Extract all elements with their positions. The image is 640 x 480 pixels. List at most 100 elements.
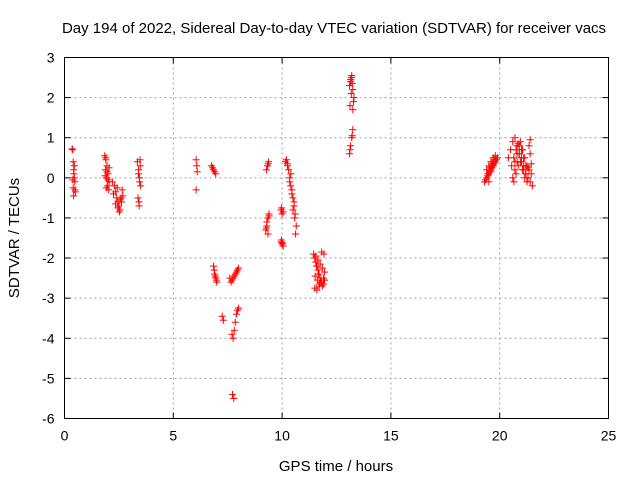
x-axis-label: GPS time / hours [279,458,393,475]
data-point [287,170,295,178]
data-point [313,286,321,294]
data-point [348,72,356,80]
data-point [135,198,143,206]
y-tick-label: 1 [47,130,55,146]
data-point [487,168,495,176]
data-point [212,170,220,178]
data-point [102,184,110,192]
data-point [118,186,126,194]
data-point [103,168,111,176]
data-point [527,160,535,168]
data-point [509,174,517,182]
data-point [519,166,527,174]
data-point [525,142,533,150]
data-point [228,330,236,338]
data-point [515,142,523,150]
data-point [218,312,226,320]
data-point [349,98,357,106]
data-point [523,178,531,186]
data-point [69,146,77,154]
data-point [490,156,498,164]
data-point [264,230,272,238]
data-point [286,178,294,186]
data-point [314,266,322,274]
data-point [68,145,76,153]
data-point [288,190,296,198]
data-point [235,304,243,312]
y-axis-label: SDTVAR / TECUs [6,178,23,298]
data-point [230,394,238,402]
data-point [349,86,357,94]
data-point [136,162,144,170]
y-tick-labels: -6 -5 -4 -3 -2 -1 0 1 2 3 [42,50,55,427]
data-point [114,204,122,212]
data-point [510,154,518,162]
data-point [289,194,297,202]
data-point [229,334,237,342]
x-tick-label: 20 [492,428,508,444]
y-tick-label: 0 [47,170,55,186]
data-point [514,162,522,170]
data-point [264,160,272,168]
data-point [210,262,218,270]
data-point [517,146,525,154]
data-point [211,272,219,280]
data-point [104,176,112,184]
data-point [491,152,499,160]
data-point [228,390,236,398]
data-point [528,182,536,190]
data-point [312,262,320,270]
data-point [70,170,78,178]
data-point [516,138,524,146]
data-point [134,194,142,202]
data-point [262,224,270,232]
x-tick-labels: 0 5 10 15 20 25 [61,428,617,444]
data-point [347,142,355,150]
data-point [513,150,521,158]
data-point [318,264,326,272]
data-point [136,156,144,164]
data-point [349,126,357,134]
data-point [347,76,355,84]
data-point [348,80,356,88]
data-point [524,164,532,172]
data-point [105,164,113,172]
data-point [521,174,529,182]
data-point [113,184,121,192]
data-point [319,274,327,282]
x-tick-label: 10 [274,428,290,444]
data-point [262,166,270,174]
data-point [108,178,116,186]
data-point [508,162,516,170]
data-point [526,136,534,144]
data-point [119,192,127,200]
data-point [192,156,200,164]
data-point [265,212,273,220]
data-point [193,162,201,170]
data-point [320,250,328,258]
plot-frame [64,57,609,419]
data-point [109,190,117,198]
data-point [235,264,243,272]
data-point [289,206,297,214]
data-point [279,239,287,247]
data-point [520,154,528,162]
data-point [312,252,320,260]
data-point [511,166,519,174]
data-point [315,270,323,278]
data-point [512,170,520,178]
data-point [292,230,300,238]
y-tick-label: -2 [42,250,55,266]
data-point [522,170,530,178]
y-tick-label: 2 [47,90,55,106]
grid-lines [64,57,609,419]
y-tick-label: -3 [42,290,55,306]
data-point [511,158,519,166]
data-point [134,170,142,178]
data-point [526,150,534,158]
x-tick-label: 5 [169,428,177,444]
data-point [193,168,201,176]
data-point [348,132,356,140]
data-point [210,266,218,274]
